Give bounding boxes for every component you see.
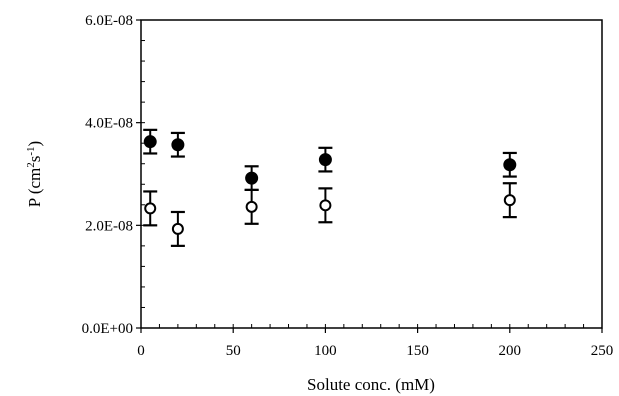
y-axis-title-mid: s: [25, 156, 44, 163]
data-point-open: [319, 199, 332, 212]
x-tick-label: 250: [591, 343, 614, 359]
y-axis-title-sup2: -1: [25, 146, 37, 155]
y-axis-title-sup1: 2: [25, 162, 37, 168]
y-tick-label: 6.0E-08: [85, 13, 133, 29]
x-tick-label: 50: [226, 343, 241, 359]
plot-area-frame: [140, 19, 603, 329]
data-point-open: [144, 202, 157, 215]
data-point-open: [171, 222, 184, 235]
y-tick-label: 2.0E-08: [85, 218, 133, 234]
data-point-open: [503, 194, 516, 207]
data-point-filled: [245, 171, 259, 185]
x-tick-label: 0: [137, 343, 145, 359]
x-tick-label: 200: [499, 343, 522, 359]
y-axis-title-end: ): [25, 141, 44, 147]
data-point-open: [245, 200, 258, 213]
y-axis-title-main: P (cm: [25, 168, 44, 208]
data-point-filled: [143, 135, 157, 149]
series-layer: [143, 128, 517, 247]
x-tick-labels: 0 50 100 150 200 250: [137, 343, 613, 359]
data-point-filled: [318, 153, 332, 167]
y-axis-title: P (cm2s-1): [25, 141, 44, 207]
x-tick-label: 150: [406, 343, 429, 359]
x-axis-title: Solute conc. (mM): [307, 375, 435, 394]
y-tick-labels: 0.0E+00 2.0E-08 4.0E-08 6.0E-08: [82, 13, 133, 337]
y-tick-label: 0.0E+00: [82, 321, 133, 337]
x-tick-label: 100: [314, 343, 337, 359]
y-tick-label: 4.0E-08: [85, 116, 133, 132]
minor-ticks: [136, 19, 603, 333]
data-point-filled: [503, 158, 517, 172]
data-point-filled: [171, 138, 185, 152]
